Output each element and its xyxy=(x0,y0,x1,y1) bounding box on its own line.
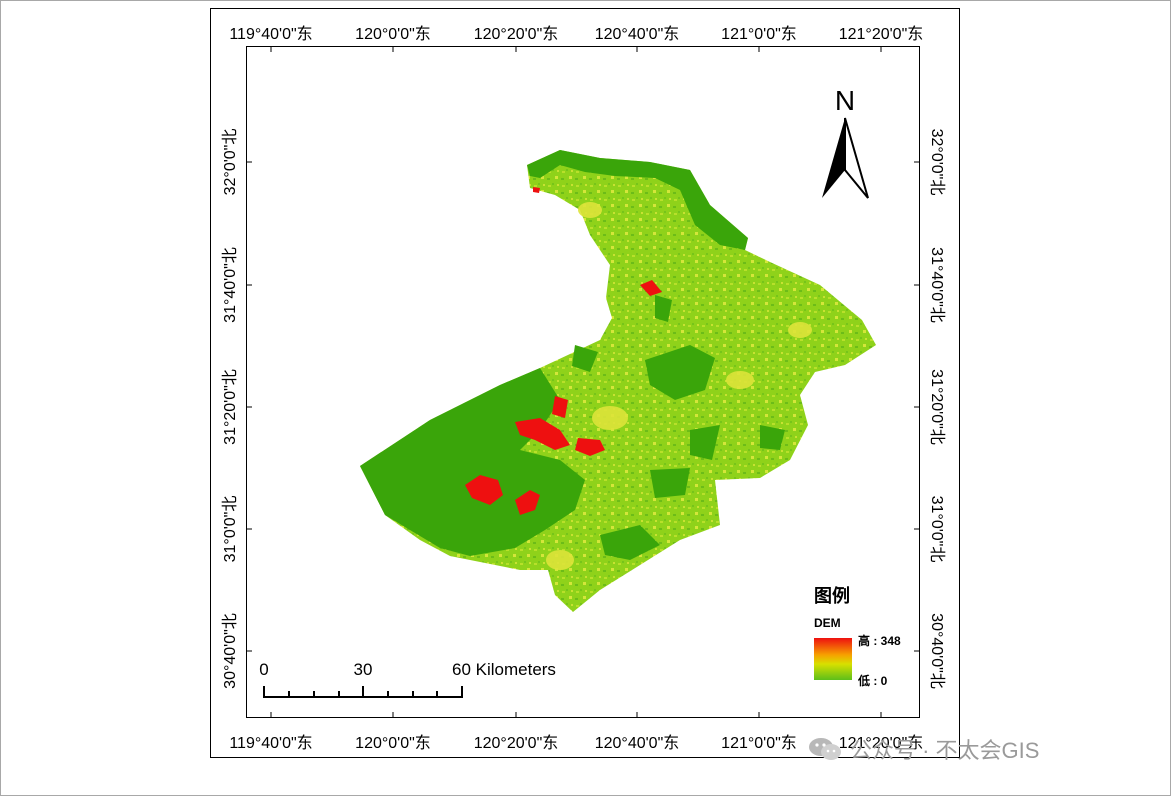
legend-high-label: 高 : 348 xyxy=(858,634,901,648)
bottom-longitude-label: 120°20'0"东 xyxy=(473,735,559,752)
north-label: N xyxy=(835,85,855,116)
top-longitude-label: 120°0'0"东 xyxy=(355,26,431,43)
top-longitude-label: 121°20'0"东 xyxy=(838,26,924,43)
scale-label-0: 0 xyxy=(259,660,268,679)
watermark-text: 公众号 · 不太会GIS xyxy=(850,738,1040,763)
map-frame xyxy=(210,8,960,758)
bottom-longitude-label: 119°40'0"东 xyxy=(229,735,313,752)
bottom-longitude-label: 121°0'0"东 xyxy=(721,735,797,752)
scale-bar xyxy=(263,686,463,698)
legend-low-label: 低 : 0 xyxy=(858,674,888,688)
bottom-longitude-label: 120°40'0"东 xyxy=(594,735,680,752)
graticule-ticks xyxy=(246,46,920,718)
scale-label-60: 60 Kilometers xyxy=(452,660,556,679)
top-longitude-label: 121°0'0"东 xyxy=(721,26,797,43)
wechat-icon xyxy=(809,738,841,760)
high-elevation-patches xyxy=(465,187,662,515)
legend-title: 图例 xyxy=(814,586,850,606)
top-longitude-label: 120°40'0"东 xyxy=(594,26,680,43)
legend-subtitle: DEM xyxy=(814,616,841,630)
water-patches xyxy=(572,295,785,560)
top-longitude-label: 120°20'0"东 xyxy=(473,26,559,43)
bottom-longitude-label: 120°0'0"东 xyxy=(355,735,431,752)
mid-elevation-patches xyxy=(546,202,812,570)
map-neatline xyxy=(246,46,920,718)
top-longitude-label: 119°40'0"东 xyxy=(229,26,313,43)
watermark: 公众号 · 不太会GIS xyxy=(808,733,1039,765)
scale-label-30: 30 xyxy=(354,660,373,679)
yangtze-river xyxy=(527,150,748,250)
north-arrow-icon xyxy=(822,117,869,199)
legend-color-ramp xyxy=(814,638,852,680)
bottom-longitude-label: 121°20'0"东 xyxy=(838,735,924,752)
